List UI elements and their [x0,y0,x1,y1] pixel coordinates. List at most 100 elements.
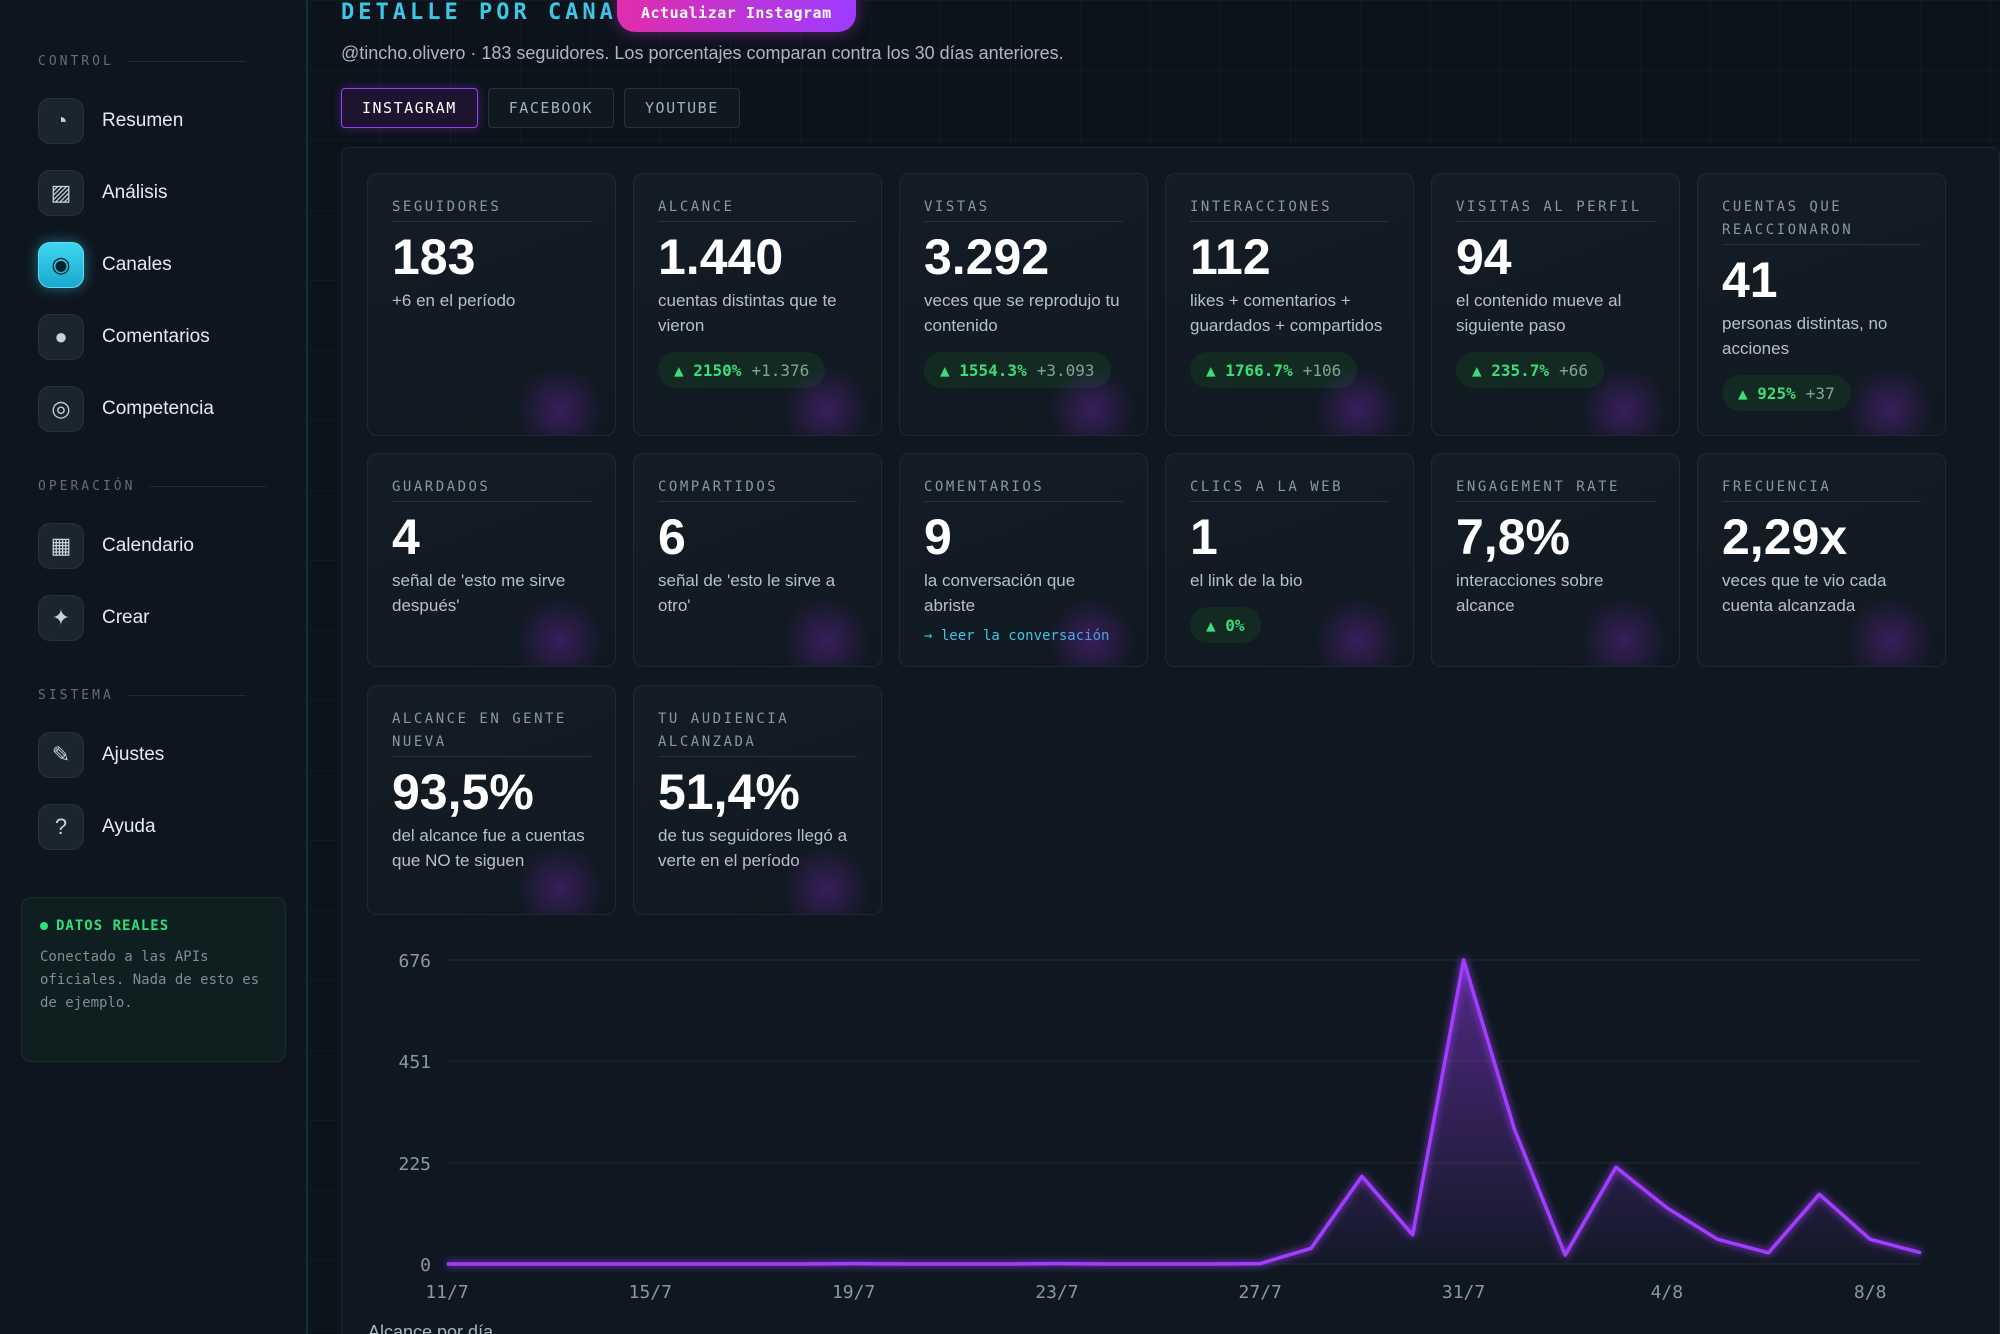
section-title-control: CONTROL [38,51,246,71]
metric-value: 112 [1190,229,1271,285]
metric-label: ALCANCE [658,196,857,222]
chart-line [447,958,1922,1266]
metric-description: personas distintas, no acciones [1722,314,1888,358]
metric-description: señal de 'esto le sirve a otro' [658,571,836,615]
metric-description: el contenido mueve al siguiente paso [1456,291,1622,335]
change-badge: ▲ 2150% +1.376 [658,352,826,388]
metric-value: 93,5% [392,764,534,820]
metric-description: el link de la bio [1190,571,1303,590]
read-conversation-link[interactable]: → leer la conversación [924,628,1110,644]
real-data-title: DATOS REALES [40,918,267,934]
sidebar-item-label: Ajustes [102,744,165,765]
sidebar-item-resumen[interactable]: ◔ Resumen [38,97,288,145]
reach-chart: 0 225 451 676 11/7 15/7 19/7 23/7 27/7 31/7 4/8 8/8 [398,951,1922,1303]
metric-value: 94 [1456,229,1512,285]
sidebar-item-label: Canales [102,254,172,275]
tab-facebook[interactable]: FACEBOOK [487,88,615,128]
metric-card-alcance: ALCANCE 1.440 cuentas distintas que te v… [633,173,882,436]
calendar-icon: ▦ [38,523,84,569]
target-icon: ◎ [38,386,84,432]
metric-card-guardados: GUARDADOS 4 señal de 'esto me sirve desp… [367,453,616,667]
metric-description: de tus seguidores llegó a verte en el pe… [658,826,848,870]
metric-description: interacciones sobre alcance [1456,571,1604,615]
metric-label: ENGAGEMENT RATE [1456,476,1655,502]
page-subtitle: @tincho.olivero · 183 seguidores. Los po… [341,43,1064,63]
metric-card-audiencia-alcanzada: TU AUDIENCIA ALCANZADA 51,4% de tus segu… [633,685,882,915]
page-title: DETALLE POR CANAL [341,0,635,25]
metric-value: 4 [392,509,420,565]
metric-description: señal de 'esto me sirve después' [392,571,566,615]
sidebar-item-label: Crear [102,607,150,628]
main-content: DETALLE POR CANAL Actualizar Instagram @… [310,0,2000,1334]
change-badge: ▲ 925% +37 [1722,375,1851,411]
y-tick-label: 225 [398,1154,431,1175]
change-badge: ▲ 0% [1190,607,1261,643]
metric-value: 1 [1190,509,1218,565]
real-data-box: DATOS REALES Conectado a las APIs oficia… [21,897,286,1062]
sidebar-item-ayuda[interactable]: ? Ayuda [38,803,288,851]
change-badge: ▲ 235.7% +66 [1456,352,1604,388]
chat-icon: ● [38,314,84,360]
y-tick-label: 0 [420,1255,431,1276]
sidebar-item-label: Calendario [102,535,194,556]
metric-label: VISITAS AL PERFIL [1456,196,1655,222]
wrench-icon: ✎ [38,732,84,778]
sidebar-item-competencia[interactable]: ◎ Competencia [38,385,288,433]
metric-card-visitas-perfil: VISITAS AL PERFIL 94 el contenido mueve … [1431,173,1680,436]
metric-label: COMENTARIOS [924,476,1123,502]
x-tick-label: 23/7 [1035,1282,1078,1303]
x-tick-label: 8/8 [1854,1282,1887,1303]
sidebar-item-ajustes[interactable]: ✎ Ajustes [38,731,288,779]
sidebar-item-label: Ayuda [102,816,156,837]
metric-value: 9 [924,509,952,565]
metric-label: GUARDADOS [392,476,591,502]
change-badge: ▲ 1766.7% +106 [1190,352,1358,388]
status-dot-icon [40,922,48,930]
metric-label: TU AUDIENCIA ALCANZADA [658,708,857,757]
metric-label: CUENTAS QUE REACCIONARON [1722,196,1921,245]
metric-description: veces que te vio cada cuenta alcanzada [1722,571,1887,615]
sidebar-item-calendario[interactable]: ▦ Calendario [38,522,288,570]
y-tick-label: 451 [398,1052,431,1073]
metric-card-compartidos: COMPARTIDOS 6 señal de 'esto le sirve a … [633,453,882,667]
metric-label: ALCANCE EN GENTE NUEVA [392,708,591,757]
metric-label: FRECUENCIA [1722,476,1921,502]
update-instagram-button[interactable]: Actualizar Instagram [617,0,856,32]
tab-instagram[interactable]: INSTAGRAM [341,88,478,128]
metric-card-frecuencia: FRECUENCIA 2,29x veces que te vio cada c… [1697,453,1946,667]
metric-value: 7,8% [1456,509,1570,565]
x-tick-label: 15/7 [629,1282,672,1303]
metric-description: del alcance fue a cuentas que NO te sigu… [392,826,585,870]
y-tick-label: 676 [398,951,431,972]
metric-label: COMPARTIDOS [658,476,857,502]
sidebar-item-label: Competencia [102,398,214,419]
metric-card-alcance-gente-nueva: ALCANCE EN GENTE NUEVA 93,5% del alcance… [367,685,616,915]
chart-area [447,960,1921,1264]
change-badge: ▲ 1554.3% +3.093 [924,352,1111,388]
image-chart-icon: ▨ [38,170,84,216]
metric-label: SEGUIDORES [392,196,591,222]
sidebar-item-label: Análisis [102,182,168,203]
metric-value: 51,4% [658,764,800,820]
metric-description: la conversación que abriste [924,571,1076,615]
metric-description: +6 en el período [392,291,516,310]
sidebar-item-canales[interactable]: ◉ Canales [38,241,288,289]
dashboard-icon: ◔ [38,98,84,144]
metric-value: 183 [392,229,476,285]
metric-card-seguidores: SEGUIDORES 183 +6 en el período [367,173,616,436]
channel-tabs: INSTAGRAM FACEBOOK YOUTUBE [341,88,740,128]
sidebar-item-comentarios[interactable]: ● Comentarios [38,313,288,361]
sidebar-item-label: Comentarios [102,326,210,347]
metric-card-engagement-rate: ENGAGEMENT RATE 7,8% interacciones sobre… [1431,453,1680,667]
x-tick-label: 27/7 [1239,1282,1282,1303]
metric-card-clics-web: CLICS A LA WEB 1 el link de la bio ▲ 0% [1165,453,1414,667]
sidebar-item-analisis[interactable]: ▨ Análisis [38,169,288,217]
metric-card-interacciones: INTERACCIONES 112 likes + comentarios + … [1165,173,1414,436]
metric-value: 41 [1722,252,1778,308]
metric-card-cuentas-reaccionaron: CUENTAS QUE REACCIONARON 41 personas dis… [1697,173,1946,436]
metric-card-vistas: VISTAS 3.292 veces que se reprodujo tu c… [899,173,1148,436]
metric-description: veces que se reprodujo tu contenido [924,291,1120,335]
tab-youtube[interactable]: YOUTUBE [624,88,740,128]
metric-label: VISTAS [924,196,1123,222]
sidebar-item-crear[interactable]: ✦ Crear [38,594,288,642]
